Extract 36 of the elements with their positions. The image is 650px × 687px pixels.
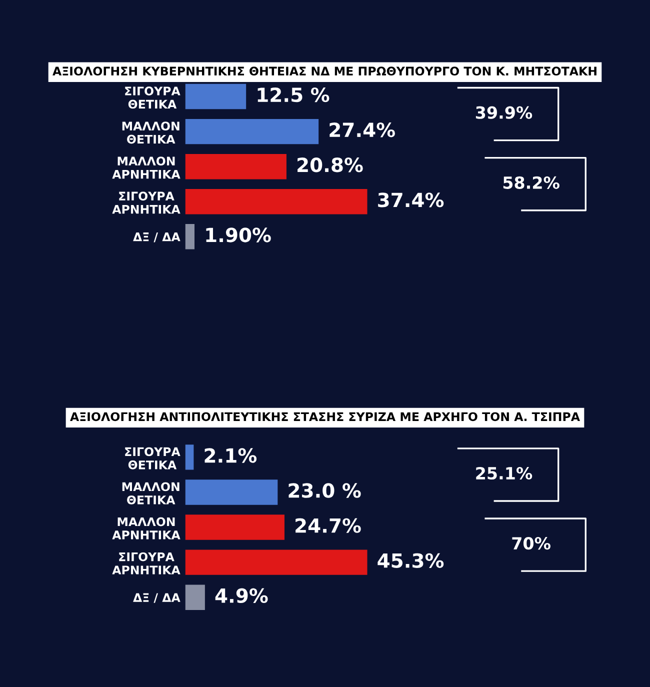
text: 58.2% — [503, 176, 560, 189]
text: 70% — [512, 537, 550, 550]
category-label: ΜΑΛΛΟΝ ΘΕΤΙΚΑ — [122, 122, 180, 144]
category-label: ΣΙΓΟΥΡΑ ΘΕΤΙΚΑ — [125, 447, 180, 470]
bar — [185, 444, 194, 470]
category-label: ΜΑΛΛΟΝ ΑΡΝΗΤΙΚΑ — [112, 517, 180, 540]
bar — [185, 550, 368, 575]
data-label: 4.9% — [215, 588, 268, 603]
data-label: 12.5 % — [258, 87, 330, 102]
data-label: 1.90% — [206, 228, 271, 242]
bar — [185, 224, 194, 250]
data-label: 27.4% — [330, 122, 395, 138]
category-label: ΜΑΛΛΟΝ ΑΡΝΗΤΙΚΑ — [112, 156, 180, 179]
data-label: 2.1% — [204, 448, 257, 463]
chart-title: ΑΞΙΟΛΟΓΗΣΗ ΚΥΒΕΡΝΗΤΙΚΗΣ ΘΗΤΕΙΑΣ ΝΔ ΜΕ ΠΡΩΘΥΠΟΥΡΓΟ ΤΟΝ Κ. ΜΗΤΣΟΤΑΚΗ — [52, 66, 596, 76]
category-label: ΔΞ / ΔΑ — [133, 232, 180, 242]
category-label: ΣΙΓΟΥΡΑ ΘΕΤΙΚΑ — [125, 86, 180, 109]
bar — [185, 189, 368, 214]
category-label: ΜΑΛΛΟΝ ΘΕΤΙΚΑ — [122, 482, 180, 504]
text: 25.1% — [476, 466, 532, 480]
bar — [185, 480, 278, 505]
category-label: ΣΙΓΟΥΡΑ ΑΡΝΗΤΙΚΑ — [112, 192, 180, 214]
bar — [185, 84, 246, 110]
bar — [185, 154, 286, 180]
text: 39.9% — [476, 106, 532, 119]
category-label: ΔΞ / ΔΑ — [133, 593, 180, 603]
bar — [185, 118, 319, 144]
data-label: 37.4% — [378, 192, 444, 208]
category-label: ΣΙΓΟΥΡΑ ΑΡΝΗΤΙΚΑ — [112, 552, 180, 574]
data-label: 24.7% — [296, 518, 361, 533]
data-label: 20.8% — [298, 158, 363, 172]
bar — [185, 514, 284, 540]
chart-title: ΑΞΙΟΛΟΓΗΣΗ ΑΝΤΙΠΟΛΙΤΕΥΤΙΚΗΣ ΣΤΑΣΗΣ ΣΥΡΙΖΑ ΜΕ ΑΡΧΗΓΟ ΤΟΝ Α. ΤΣΙΠΡΑ — [70, 412, 580, 422]
bar — [185, 584, 205, 610]
data-label: 23.0 % — [288, 483, 361, 498]
data-label: 45.3% — [378, 553, 444, 568]
